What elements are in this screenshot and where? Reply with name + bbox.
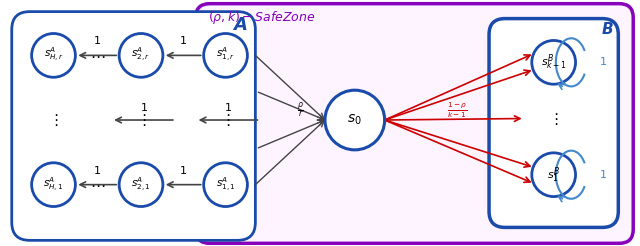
Circle shape (532, 41, 575, 84)
Text: 1: 1 (94, 36, 100, 46)
Circle shape (119, 163, 163, 207)
Circle shape (325, 90, 385, 150)
Text: 1: 1 (600, 57, 607, 67)
Text: $s_1^B$: $s_1^B$ (547, 165, 560, 184)
Text: $\vdots$: $\vdots$ (220, 112, 231, 128)
Text: $s_{2,1}^A$: $s_{2,1}^A$ (131, 176, 151, 194)
Circle shape (31, 33, 76, 77)
Circle shape (119, 33, 163, 77)
Text: 1: 1 (180, 36, 187, 46)
Text: $\vdots$: $\vdots$ (49, 112, 59, 128)
Text: $s_0$: $s_0$ (348, 113, 362, 127)
Text: $\frac{1-\rho}{k-1}$: $\frac{1-\rho}{k-1}$ (447, 100, 467, 120)
Text: $\vdots$: $\vdots$ (548, 110, 559, 126)
Text: $s_{H,r}^A$: $s_{H,r}^A$ (44, 46, 63, 64)
Text: A: A (234, 15, 248, 34)
Text: $s_{1,1}^A$: $s_{1,1}^A$ (216, 176, 236, 194)
Circle shape (204, 33, 248, 77)
FancyBboxPatch shape (12, 12, 255, 240)
Text: B: B (602, 22, 613, 37)
Text: $\vdots$: $\vdots$ (136, 112, 146, 128)
Text: 1: 1 (180, 166, 187, 176)
Text: 1: 1 (141, 103, 147, 113)
Text: 1: 1 (94, 166, 100, 176)
Circle shape (204, 163, 248, 207)
Circle shape (31, 163, 76, 207)
FancyBboxPatch shape (489, 19, 618, 227)
FancyBboxPatch shape (196, 4, 633, 243)
Text: $\frac{\rho}{r}$: $\frac{\rho}{r}$ (297, 100, 303, 120)
Text: $s_{k-1}^B$: $s_{k-1}^B$ (541, 53, 567, 72)
Text: $s_{2,r}^A$: $s_{2,r}^A$ (131, 46, 150, 64)
Text: 1: 1 (225, 103, 232, 113)
Circle shape (532, 153, 575, 197)
Text: $\cdots$: $\cdots$ (90, 48, 105, 63)
Text: $\cdots$: $\cdots$ (90, 177, 105, 192)
Text: 1: 1 (600, 170, 607, 180)
Text: $s_{H,1}^A$: $s_{H,1}^A$ (44, 176, 64, 194)
Text: $s_{1,r}^A$: $s_{1,r}^A$ (216, 46, 235, 64)
Text: $(\rho, k) - \mathit{Safe}\mathit{Zone}$: $(\rho, k) - \mathit{Safe}\mathit{Zone}$ (207, 9, 316, 26)
